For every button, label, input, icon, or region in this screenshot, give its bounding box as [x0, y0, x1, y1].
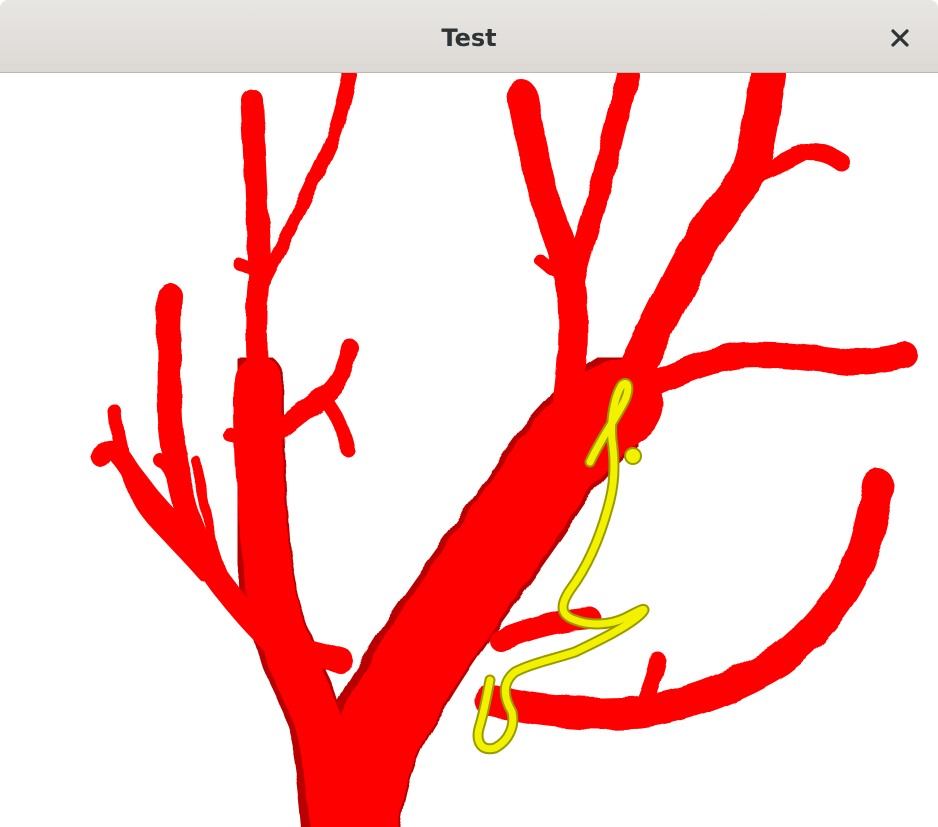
vessel-tree-main	[92, 73, 918, 827]
close-button[interactable]	[884, 22, 916, 54]
title-bar[interactable]: Test	[0, 0, 938, 73]
window-title: Test	[441, 24, 497, 52]
close-icon	[891, 29, 909, 47]
render-viewport[interactable]	[0, 73, 938, 827]
3d-render-canvas[interactable]	[0, 73, 938, 827]
catheter-wire	[472, 378, 650, 755]
